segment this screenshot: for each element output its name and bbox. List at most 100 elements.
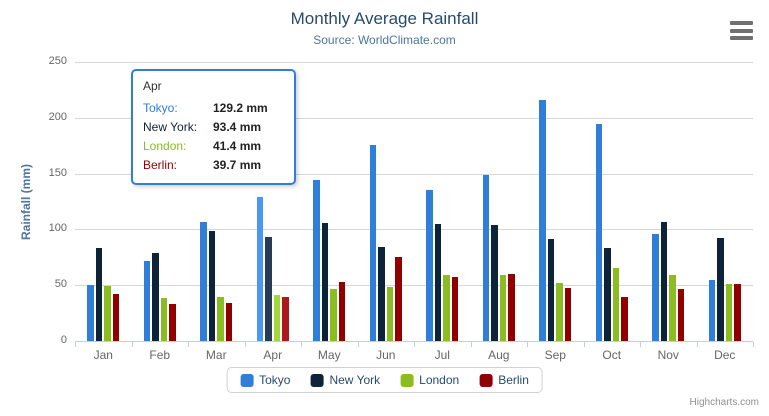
bar-london-apr[interactable] <box>273 294 281 341</box>
y-axis-label-250: 250 <box>48 55 67 67</box>
x-axis-tick <box>696 342 698 347</box>
gridline-200 <box>75 117 753 119</box>
bar-new-york-may[interactable] <box>321 222 329 341</box>
x-axis-tick <box>753 342 754 347</box>
bar-tokyo-oct[interactable] <box>595 124 603 341</box>
bar-london-jan[interactable] <box>104 286 111 341</box>
x-axis-label-sep: Sep <box>544 348 566 362</box>
bar-tokyo-aug[interactable] <box>482 175 490 341</box>
x-axis-label-may: May <box>317 348 341 362</box>
tooltip-rows: Tokyo: 129.2 mm New York: 93.4 mm London: 41.… <box>143 99 284 175</box>
bar-london-jun[interactable] <box>386 287 394 341</box>
tooltip-row-london: London: 41.4 mm <box>143 137 284 156</box>
bar-new-york-apr[interactable] <box>265 236 272 341</box>
bar-london-sep[interactable] <box>556 282 563 341</box>
bar-tokyo-feb[interactable] <box>143 261 151 341</box>
bar-new-york-jul[interactable] <box>434 223 442 341</box>
bar-new-york-oct[interactable] <box>604 247 611 341</box>
legend-item-berlin[interactable]: Berlin <box>479 373 529 387</box>
bar-london-feb[interactable] <box>160 297 168 341</box>
legend-symbol-icon <box>400 373 414 387</box>
context-menu-button[interactable] <box>730 21 753 40</box>
bar-london-mar[interactable] <box>217 297 224 341</box>
legend-symbol-icon <box>240 373 254 387</box>
bar-tokyo-apr[interactable] <box>256 196 264 341</box>
x-axis-label-jan: Jan <box>93 348 113 362</box>
y-axis-label-50: 50 <box>54 278 67 291</box>
credits-link[interactable]: Highcharts.com <box>689 397 759 408</box>
x-axis-tick <box>357 342 359 347</box>
chart-subtitle: Source: WorldClimate.com <box>313 33 456 47</box>
bar-berlin-feb[interactable] <box>169 303 176 341</box>
bar-london-may[interactable] <box>330 288 337 341</box>
gridline-50 <box>75 285 753 287</box>
tooltip-series-label: London: <box>143 139 187 153</box>
tooltip-series-value: 129.2 mm <box>213 101 268 115</box>
legend-item-london[interactable]: London <box>400 373 459 387</box>
bar-new-york-jan[interactable] <box>95 247 103 341</box>
y-axis-label-100: 100 <box>48 222 67 235</box>
bar-new-york-dec[interactable] <box>717 238 724 341</box>
x-axis-label-aug: Aug <box>488 348 510 362</box>
tooltip-series-value: 39.7 mm <box>213 158 262 172</box>
gridline-250 <box>75 62 753 63</box>
tooltip-series-value: 93.4 mm <box>213 120 262 134</box>
bar-berlin-aug[interactable] <box>508 273 515 341</box>
bar-new-york-sep[interactable] <box>547 239 555 341</box>
bar-new-york-mar[interactable] <box>208 231 216 341</box>
bar-berlin-sep[interactable] <box>564 287 572 341</box>
x-axis-tick <box>75 342 76 347</box>
legend-item-label: Berlin <box>498 373 529 387</box>
bar-tokyo-jun[interactable] <box>369 144 377 341</box>
bar-tokyo-jul[interactable] <box>426 189 433 341</box>
tooltip: Apr Tokyo: 129.2 mm New York: 93.4 mm London… <box>131 69 296 185</box>
bar-berlin-jun[interactable] <box>395 256 402 341</box>
y-axis-label-150: 150 <box>48 166 67 179</box>
bar-tokyo-jan[interactable] <box>87 285 94 341</box>
hamburger-icon <box>730 21 753 40</box>
bar-berlin-dec[interactable] <box>734 283 741 341</box>
legend-item-tokyo[interactable]: Tokyo <box>240 373 290 387</box>
x-axis-line <box>75 341 753 342</box>
bar-tokyo-dec[interactable] <box>708 280 716 341</box>
bar-berlin-nov[interactable] <box>677 288 685 341</box>
legend-item-label: New York <box>329 373 381 387</box>
y-axis-label-200: 200 <box>48 110 67 123</box>
bar-new-york-nov[interactable] <box>660 222 668 341</box>
x-axis-label-mar: Mar <box>205 348 227 362</box>
bar-london-jul[interactable] <box>443 275 450 341</box>
bar-berlin-jan[interactable] <box>112 293 120 341</box>
bar-london-oct[interactable] <box>612 268 620 341</box>
bar-tokyo-sep[interactable] <box>539 99 546 341</box>
bar-tokyo-mar[interactable] <box>200 222 207 341</box>
x-axis-tick <box>640 342 641 347</box>
tooltip-series-label: New York: <box>143 120 198 134</box>
legend-item-new-york[interactable]: New York <box>310 373 380 387</box>
gridline-150 <box>75 173 753 175</box>
x-axis-tick <box>527 342 528 347</box>
x-axis-tick <box>244 342 246 347</box>
x-axis-tick <box>470 342 472 347</box>
x-axis-tick <box>414 342 415 347</box>
bar-berlin-jul[interactable] <box>451 276 459 341</box>
bar-tokyo-nov[interactable] <box>652 234 659 341</box>
x-axis-tick <box>301 342 302 347</box>
bar-london-nov[interactable] <box>669 274 676 341</box>
bar-berlin-mar[interactable] <box>225 302 233 341</box>
tooltip-series-label: Tokyo: <box>143 101 178 115</box>
x-axis-tick <box>131 342 133 347</box>
bar-london-dec[interactable] <box>725 283 733 341</box>
bar-berlin-apr[interactable] <box>282 296 289 341</box>
bar-berlin-oct[interactable] <box>621 297 628 341</box>
bar-new-york-aug[interactable] <box>491 224 498 341</box>
bar-new-york-jun[interactable] <box>378 246 385 341</box>
bar-london-aug[interactable] <box>499 274 507 341</box>
legend-item-label: Tokyo <box>259 373 291 387</box>
x-axis-label-jun: Jun <box>376 348 396 362</box>
bar-berlin-may[interactable] <box>338 282 346 341</box>
tooltip-series-label: Berlin: <box>143 158 178 172</box>
bar-tokyo-may[interactable] <box>313 180 320 341</box>
x-axis-label-oct: Oct <box>602 348 622 362</box>
bar-new-york-feb[interactable] <box>152 253 159 341</box>
